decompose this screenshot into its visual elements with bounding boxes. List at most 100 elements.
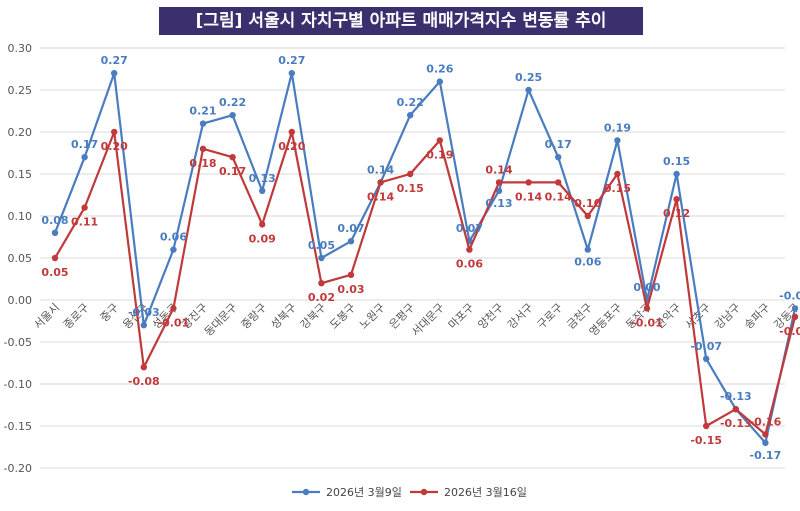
- series-2-point: [51, 254, 59, 262]
- chart-title: [그림] 서울시 자치구별 아파트 매매가격지수 변동률 추이: [159, 7, 643, 35]
- series-1-data-label: -0.07: [690, 340, 722, 353]
- series-1-data-label: 0.22: [397, 96, 424, 109]
- series-1-data-label: -0.01: [779, 289, 800, 302]
- series-2-data-label: -0.01: [158, 316, 190, 329]
- series-2-data-label: 0.15: [397, 182, 424, 195]
- series-2-data-label: 0.18: [189, 157, 216, 170]
- series-2-data-label: -0.13: [720, 417, 752, 430]
- x-tick-label: 도봉구: [327, 301, 358, 332]
- series-2-data-label: 0.14: [367, 190, 394, 203]
- series-1-data-label: 0.07: [337, 222, 364, 235]
- series-2-point: [732, 406, 739, 413]
- series-2-point: [318, 280, 325, 287]
- y-tick-label: 0.05: [8, 252, 33, 265]
- series-1-data-label: 0.06: [574, 256, 601, 269]
- x-tick-label: 송파구: [742, 301, 773, 332]
- series-2-point: [140, 364, 147, 371]
- series-2-data-label: 0.10: [574, 197, 601, 210]
- series-2-point: [199, 145, 207, 152]
- x-tick-label: 노원구: [357, 301, 388, 332]
- y-tick-label: 0.30: [8, 42, 33, 55]
- series-1-data-label: 0.21: [189, 105, 216, 118]
- series-2-point: [466, 246, 473, 253]
- x-tick-label: 강남구: [712, 301, 743, 332]
- x-tick-label: 서울시: [31, 301, 62, 332]
- series-2-data-label: 0.19: [426, 148, 453, 161]
- series-2-data-label: 0.09: [249, 232, 276, 245]
- series-2-data-label: 0.03: [337, 283, 364, 296]
- series-2-point: [703, 422, 710, 430]
- series-2-point: [259, 221, 266, 228]
- series-1-point: [259, 187, 266, 194]
- x-tick-label: 성북구: [268, 301, 299, 332]
- series-2-data-label: 0.14: [515, 190, 542, 203]
- y-tick-label: 0.00: [8, 294, 33, 307]
- y-tick-label: 0.25: [8, 84, 33, 97]
- series-2-point: [170, 305, 177, 312]
- series-1-point: [555, 154, 562, 161]
- x-tick-label: 종로구: [61, 301, 92, 332]
- series-1-point: [584, 246, 591, 253]
- series-1-data-label: 0.19: [604, 121, 631, 134]
- series-1-point: [111, 70, 118, 77]
- series-2-data-label: 0.02: [308, 291, 335, 304]
- legend-series-2-label: 2026년 3월16일: [444, 485, 527, 499]
- y-tick-label: -0.15: [4, 420, 32, 433]
- series-1-point: [318, 254, 325, 262]
- series-2-point: [229, 154, 236, 161]
- series-1-point: [703, 355, 710, 362]
- series-1-point: [495, 187, 503, 194]
- series-2-point: [495, 179, 503, 186]
- series-1-point: [199, 120, 207, 127]
- series-2-point: [614, 170, 621, 178]
- series-1-point: [347, 238, 355, 245]
- series-1-data-label: 0.05: [308, 239, 335, 252]
- series-1-data-label: 0.22: [219, 96, 246, 109]
- legend-series-1-label: 2026년 3월9일: [326, 485, 402, 499]
- series-2-data-label: -0.16: [750, 415, 782, 428]
- series-2-point: [762, 431, 769, 438]
- series-1-data-label: 0.27: [278, 54, 305, 67]
- series-1-data-label: 0.13: [485, 197, 512, 210]
- series-1-point: [525, 86, 532, 94]
- series-1-data-label: 0.00: [633, 281, 660, 294]
- series-2-data-label: 0.06: [456, 258, 483, 271]
- series-2-point: [525, 179, 532, 186]
- y-tick-label: 0.10: [8, 210, 33, 223]
- series-1-data-label: 0.07: [456, 222, 483, 235]
- series-1-data-label: 0.13: [249, 172, 276, 185]
- series-1-data-label: 0.06: [160, 231, 187, 244]
- series-2-data-label: -0.08: [128, 375, 160, 388]
- x-tick-label: 마포구: [446, 301, 477, 332]
- series-2-point: [81, 204, 88, 211]
- series-1-point: [140, 322, 147, 329]
- series-2-data-label: 0.17: [219, 165, 246, 178]
- x-tick-label: 중랑구: [239, 301, 270, 332]
- series-2-point: [791, 313, 799, 320]
- series-2-data-label: 0.20: [278, 140, 305, 153]
- series-1-data-label: 0.25: [515, 71, 542, 84]
- x-tick-label: 중구: [98, 301, 122, 325]
- series-2-point: [288, 128, 295, 136]
- series-1-point: [614, 137, 621, 144]
- series-2-data-label: 0.11: [71, 216, 98, 229]
- series-1-data-label: 0.17: [71, 138, 98, 151]
- series-2-data-label: 0.12: [663, 207, 690, 220]
- series-1-data-label: -0.03: [128, 306, 160, 319]
- series-1-data-label: 0.15: [663, 155, 690, 168]
- series-2-point: [111, 128, 118, 136]
- series-2-point: [407, 170, 414, 178]
- series-1-data-label: 0.17: [545, 138, 572, 151]
- y-tick-label: 0.15: [8, 168, 33, 181]
- series-1-point: [229, 112, 236, 119]
- legend-series-1-marker: [302, 488, 310, 496]
- series-1-data-label: 0.26: [426, 63, 453, 76]
- y-tick-label: -0.10: [4, 378, 32, 391]
- series-2-point: [643, 305, 651, 312]
- x-tick-label: 영등포구: [587, 301, 625, 339]
- series-1-data-label: 0.27: [101, 54, 128, 67]
- x-tick-label: 양천구: [475, 300, 506, 331]
- x-tick-label: 강서구: [505, 301, 536, 332]
- series-1-point: [436, 78, 443, 85]
